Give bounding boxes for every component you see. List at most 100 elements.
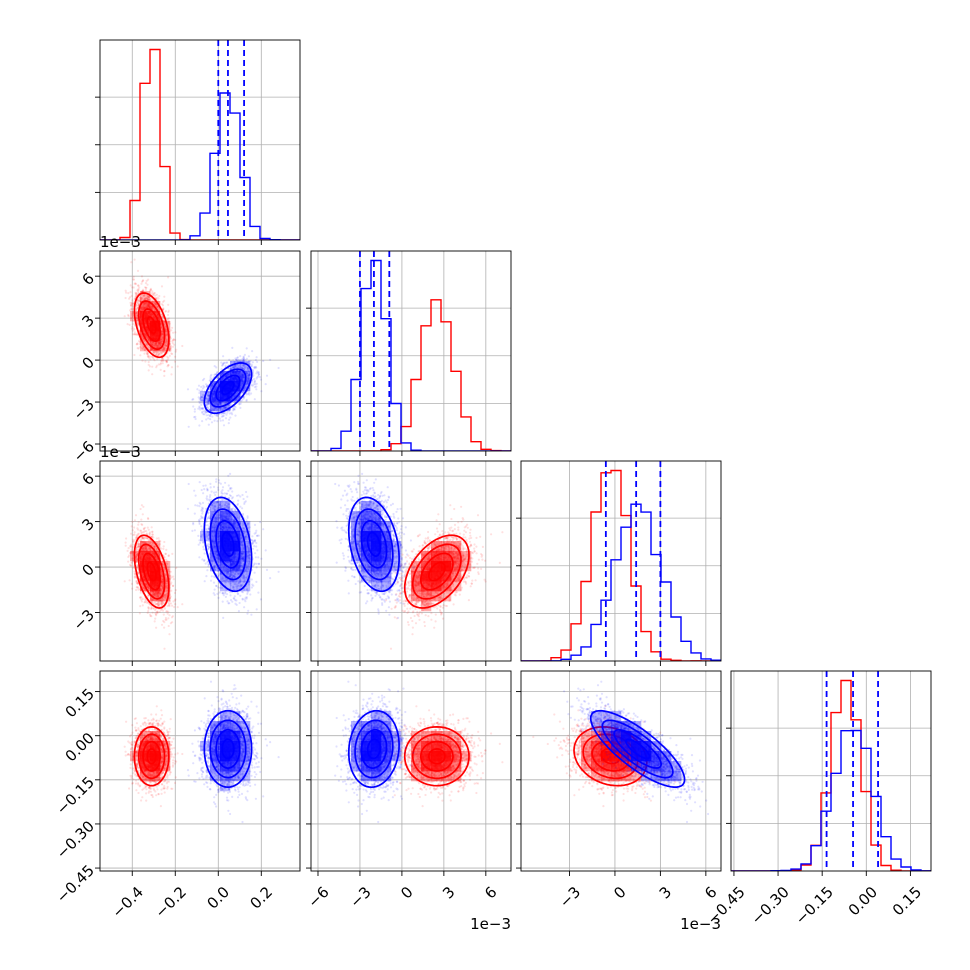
scatter-point [126,323,129,326]
scatter-point [198,405,201,408]
scatter-point [160,332,163,335]
scatter-point [172,331,175,334]
scatter-point [166,340,169,343]
scatter-point [136,318,139,321]
scatter-point [255,372,258,375]
scatter-point [171,345,175,348]
scatter-point [140,275,144,278]
scatter-point [246,365,249,368]
scatter-point [152,351,155,354]
density-cell [140,331,151,342]
scatter-point [137,347,140,350]
y-offset-label: 1e−3 [100,233,141,251]
scatter-point [151,356,154,359]
scatter-point [144,349,147,352]
scatter-point [170,589,173,592]
scatter-point [200,407,203,410]
scatter-point [138,303,141,306]
scatter-point [187,425,190,428]
scatter-point [130,301,133,304]
scatter-point [133,331,136,334]
scatter-point [230,411,233,414]
density-cell [160,341,171,352]
scatter-point [164,344,167,347]
scatter-point [203,410,206,413]
scatter-point [241,382,245,385]
scatter-point [246,382,249,385]
scatter-point [144,297,147,300]
scatter-point [248,391,251,394]
scatter-point [201,387,205,390]
scatter-point [144,288,147,291]
scatter-point [167,320,170,324]
scatter-point [153,292,156,295]
scatter-point [211,401,215,404]
scatter-point [145,297,148,300]
scatter-point [240,383,243,387]
scatter-point [157,352,160,355]
scatter-point [151,307,154,310]
scatter-point [215,402,218,405]
scatter-point [162,359,165,362]
scatter-point [133,570,136,573]
scatter-point [160,303,164,306]
scatter-point [142,288,145,291]
scatter-point [161,350,164,353]
scatter-point [239,358,242,362]
scatter-point [167,319,170,322]
scatter-point [165,360,168,363]
scatter-point [241,398,244,401]
scatter-point [216,402,219,405]
scatter-point [234,364,237,367]
scatter-point [206,407,210,410]
scatter-point [163,320,166,323]
scatter-point [221,415,224,418]
scatter-point [167,309,170,312]
scatter-point [150,305,153,308]
scatter-point [154,351,157,354]
scatter-point [219,419,222,422]
scatter-point [240,384,243,387]
scatter-point [134,295,137,298]
scatter-point [165,361,168,364]
scatter-point [147,369,150,372]
scatter-point [161,340,164,343]
scatter-point [208,408,211,411]
scatter-point [171,342,174,345]
scatter-point [139,296,142,299]
scatter-point [161,336,165,339]
scatter-point [158,294,161,298]
scatter-point [131,315,134,319]
contour-series-0-level-2 [137,300,166,351]
scatter-point [201,420,204,423]
scatter-point [211,415,214,418]
scatter-point [142,531,145,534]
scatter-point [196,388,199,391]
scatter-point [135,313,138,316]
scatter-point [157,351,160,355]
scatter-point [155,293,158,296]
scatter-point [156,306,159,309]
scatter-point [130,304,133,307]
scatter-point [155,364,158,367]
scatter-point [200,385,203,388]
scatter-point [201,396,204,399]
scatter-point [235,364,238,367]
scatter-point [164,347,167,350]
scatter-point [154,303,157,306]
scatter-point [125,291,128,294]
scatter-point [198,397,201,400]
scatter-point [245,399,248,402]
scatter-point [147,355,150,358]
scatter-point [254,379,257,382]
scatter-point [197,396,200,399]
scatter-point [135,317,138,320]
density-cell [150,341,161,352]
scatter-point [152,293,155,297]
scatter-point [240,381,243,384]
scatter-point [165,360,169,363]
scatter-point [277,366,280,370]
scatter-point [157,297,160,300]
scatter-point [200,407,204,410]
scatter-point [169,349,172,352]
